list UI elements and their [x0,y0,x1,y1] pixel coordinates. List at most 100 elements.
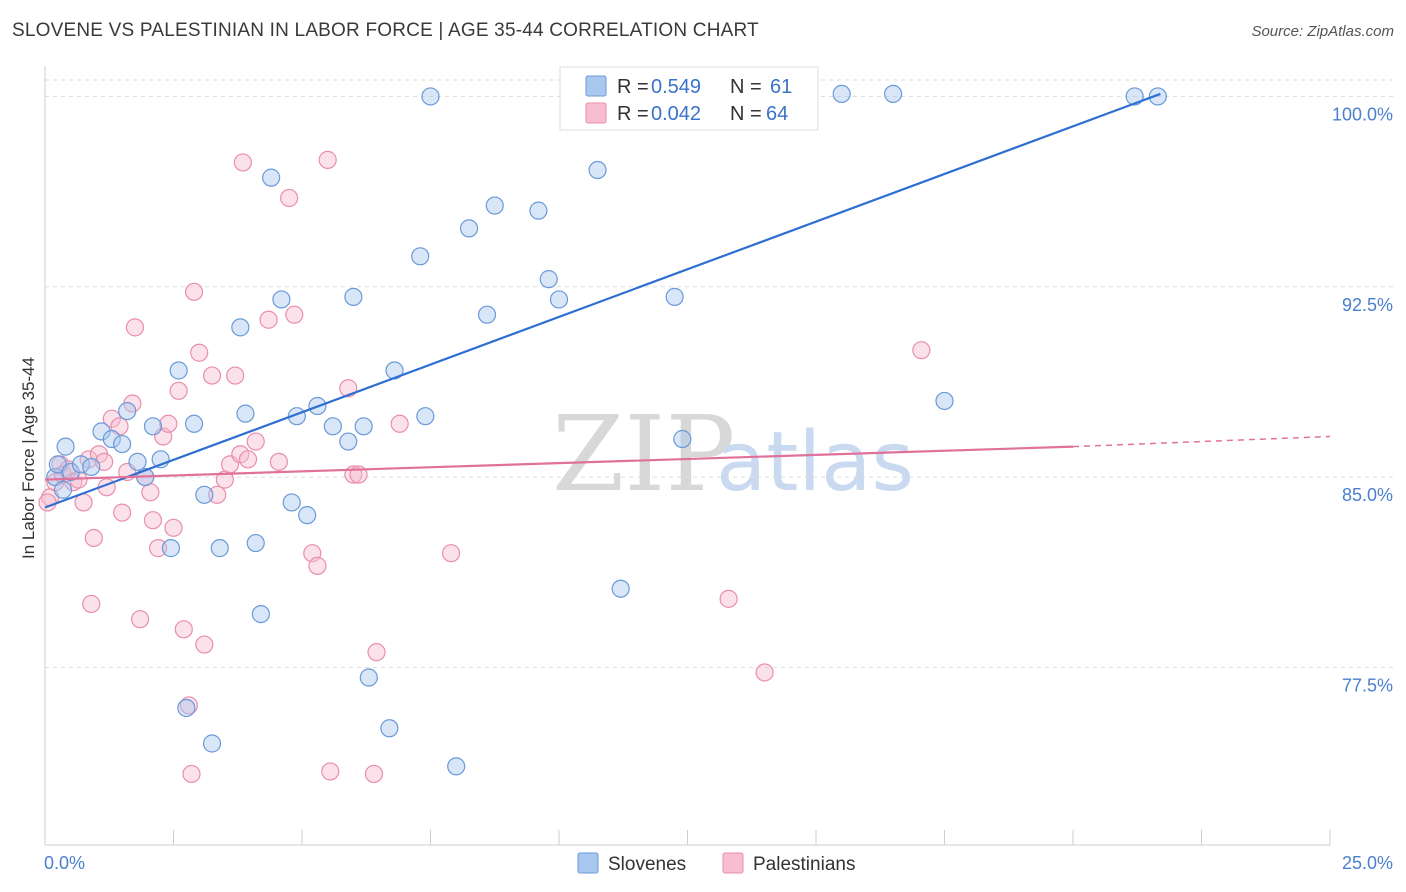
slovenes-point [380,719,399,738]
palestinians-point [143,511,163,530]
slovenes-point [82,457,101,477]
palestinians-point [441,544,461,563]
slovenes-point [459,219,479,238]
slovenes-point [549,290,569,309]
slovenes-point [118,401,137,421]
slovenes-points [46,82,1167,776]
palestinians-point [182,764,201,784]
palestinians-point [364,764,384,784]
palestinians-point [38,493,57,512]
palestinians-point [184,282,204,301]
slovenes-point [1148,87,1167,106]
legend-n-label-slovenes: N = [730,76,762,98]
slovenes-point [665,287,684,307]
palestinians-point [164,518,183,537]
slovenes-point [611,579,630,598]
slovenes-point [421,87,440,106]
palestinians-point [226,366,245,385]
palestinians-point [280,188,299,208]
palestinians-point [112,503,132,522]
y-tick-label: 100.0% [1332,104,1393,124]
correlation-legend: R = 0.549 N = 61 R = 0.042 N = 64 [559,66,819,131]
slovenes-point [411,247,430,266]
palestinians-point [259,310,278,329]
y-tick-label: 85.0% [1342,485,1393,505]
slovenes-point [210,539,229,558]
slovenes-point [236,404,255,423]
palestinians-point [318,150,337,169]
slovenes-point [161,539,181,558]
legend-swatch-slovenes [585,75,607,97]
slovenes-point [529,201,548,220]
palestinians-point [390,414,409,433]
legend-r-value-palestinians: 0.042 [651,103,701,125]
watermark-zip: ZIP [552,393,735,515]
palestinians-point [141,483,160,502]
palestinians-trend-line-extension [1072,435,1331,448]
palestinians-point [285,305,304,324]
legend-r-value-slovenes: 0.549 [651,76,701,98]
palestinians-point [148,539,168,558]
palestinians-point [82,594,101,614]
palestinians-point [125,318,145,337]
slovenes-point [339,432,358,451]
bottom-legend-label-palestinians: Palestinians [753,854,855,875]
palestinians-point [130,610,150,629]
watermark: ZIP atlas [552,393,914,515]
legend-n-value-slovenes: 61 [770,76,792,98]
palestinians-point [246,432,265,451]
x-ticks [44,830,1331,845]
slovenes-point [195,485,214,504]
slovenes-point [92,422,111,441]
slovenes-point [935,391,954,411]
slovenes-point [298,506,317,525]
slovenes-trend-line [44,92,1161,509]
slovenes-point [56,437,75,456]
y-tick-label: 92.5% [1342,295,1393,315]
legend-n-label-palestinians: N = [730,103,762,125]
slovenes-point [246,533,265,553]
palestinians-point [169,381,188,400]
palestinians-point [174,620,193,639]
chart-source: Source: ZipAtlas.com [1251,23,1394,40]
slovenes-point [354,417,373,436]
slovenes-point [832,84,851,104]
palestinians-point [208,485,227,504]
chart-title: SLOVENE VS PALESTINIAN IN LABOR FORCE | … [12,20,759,41]
slovenes-point [344,287,363,307]
slovenes-point [272,290,291,309]
palestinians-point [719,589,738,608]
slovenes-point [485,196,504,215]
slovenes-point [416,407,435,426]
slovenes-point [359,668,378,687]
palestinians-point [190,343,209,362]
watermark-atlas: atlas [716,415,914,510]
bottom-legend-swatch-palestinians [722,852,744,874]
y-ticks: 77.5% 85.0% 92.5% 100.0% [1332,104,1393,695]
slovenes-point [588,160,607,180]
palestinians-point [321,762,340,781]
slovenes-point [539,270,558,289]
palestinians-point [912,341,931,360]
slovenes-point [102,429,121,449]
palestinians-point [269,452,288,471]
slovenes-point [323,417,342,436]
palestinians-trend-line [44,445,1074,481]
legend-r-label-slovenes: R = [617,76,649,98]
y-tick-label: 77.5% [1342,675,1393,695]
slovenes-point [251,604,270,624]
palestinians-point [102,409,121,428]
trend-lines [44,92,1331,509]
y-axis-title: In Labor Force | Age 35-44 [19,357,38,559]
slovenes-point [169,361,188,380]
slovenes-point [177,698,196,718]
legend-n-value-palestinians: 64 [766,103,788,125]
palestinians-point [159,414,178,433]
palestinians-point [367,643,386,662]
palestinians-point [233,153,252,172]
palestinians-point [84,528,103,548]
slovenes-point [184,414,204,433]
slovenes-point [477,305,497,324]
series-legend: Slovenes Palestinians [577,852,855,875]
